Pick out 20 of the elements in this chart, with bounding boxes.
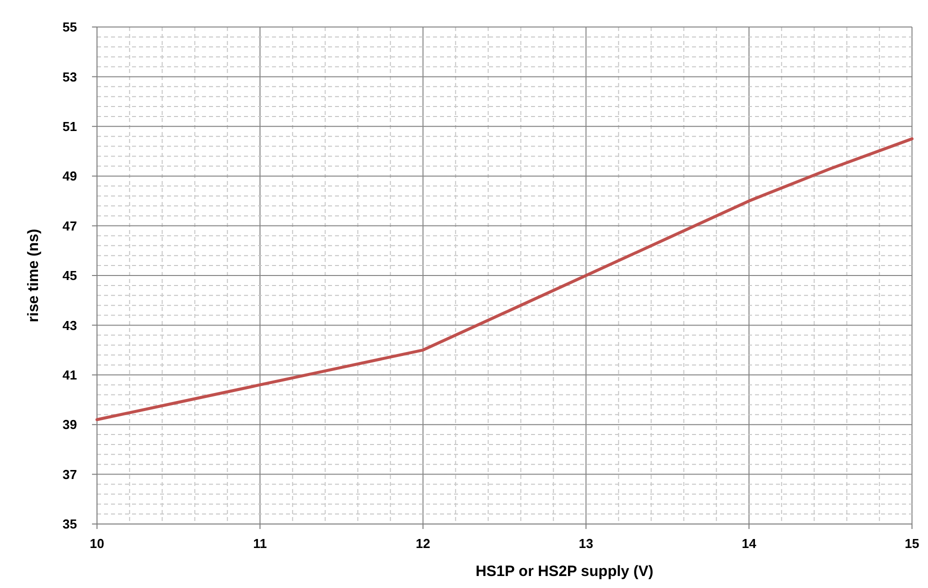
y-tick-label: 51: [62, 118, 77, 134]
x-tick-label: 10: [90, 536, 104, 551]
y-tick-label: 39: [62, 417, 77, 432]
y-tick-label: 37: [62, 466, 77, 482]
x-axis-title: HS1P or HS2P supply (V): [476, 563, 654, 580]
y-tick-label: 45: [62, 268, 77, 284]
y-tick-label: 41: [62, 367, 77, 382]
x-tick-label: 14: [742, 536, 757, 551]
y-axis-title: rise time (ns): [25, 228, 42, 322]
y-tick-label: 53: [62, 69, 77, 84]
y-tick-label: 47: [62, 218, 77, 234]
y-tick-label: 55: [62, 20, 77, 35]
line-series: [96, 137, 914, 422]
y-tick-label: 35: [62, 516, 77, 532]
x-tick-label: 12: [416, 536, 430, 551]
x-tick-label: 11: [253, 536, 267, 551]
x-tick-label: 15: [904, 536, 920, 551]
y-tick-label: 43: [62, 318, 77, 333]
x-tick-label: 13: [578, 536, 594, 551]
y-tick-label: 49: [62, 168, 77, 184]
